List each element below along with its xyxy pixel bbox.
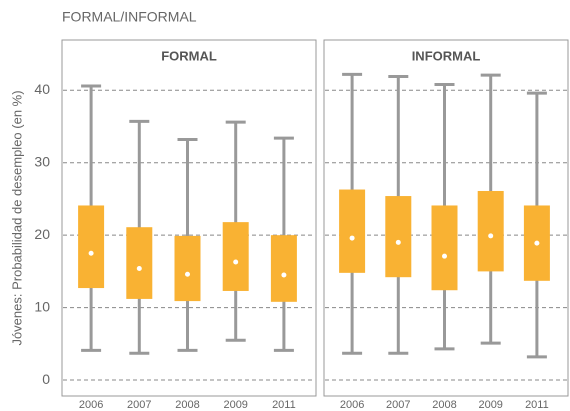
x-tick-label: 2011 [525, 399, 549, 411]
x-tick-label: 2011 [272, 399, 296, 411]
median-dot [442, 253, 447, 259]
x-tick-label: 2008 [432, 399, 456, 411]
panel-frame [61, 39, 317, 397]
median-dot [88, 250, 94, 256]
median-dot [488, 233, 494, 239]
x-tick-label: 2007 [127, 399, 151, 411]
x-tick-label: 2007 [386, 399, 410, 411]
x-tick-label: 2009 [223, 399, 247, 411]
median-dot [395, 239, 401, 245]
y-tick-label: 0 [42, 371, 50, 387]
y-tick-label: 20 [34, 226, 50, 242]
x-tick-label: 2009 [478, 399, 502, 411]
box [339, 189, 366, 273]
y-axis-label: Jóvenes: Probabilidad de desempleo (en %… [9, 90, 24, 345]
median-dot [233, 259, 239, 265]
box [431, 205, 458, 291]
median-dot [281, 272, 287, 278]
panel-title: FORMAL [161, 48, 217, 63]
y-tick-label: 10 [34, 298, 50, 314]
panel-title: INFORMAL [412, 48, 481, 63]
box [174, 235, 201, 302]
box [126, 227, 153, 299]
box [222, 222, 249, 291]
box [270, 235, 297, 302]
y-tick-label: 40 [34, 81, 50, 97]
x-tick-label: 2006 [79, 399, 103, 411]
box [78, 205, 105, 289]
x-tick-label: 2008 [175, 399, 199, 411]
median-dot [534, 240, 540, 246]
median-dot [349, 235, 355, 241]
x-tick-label: 2006 [340, 399, 364, 411]
median-dot [136, 265, 142, 271]
box [385, 196, 412, 278]
y-tick-label: 30 [34, 153, 50, 169]
page-title: FORMAL/INFORMAL [62, 9, 197, 25]
median-dot [185, 271, 190, 277]
panel-frame [323, 39, 569, 397]
box [477, 190, 504, 272]
